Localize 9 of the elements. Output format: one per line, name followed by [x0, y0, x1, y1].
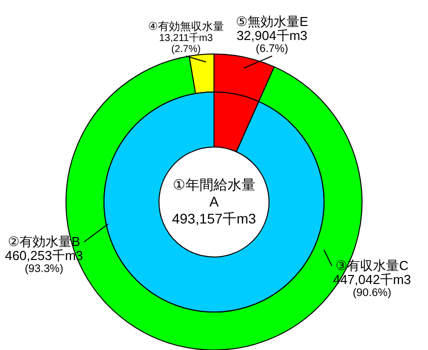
text: 493,157千m3 — [172, 210, 256, 226]
data-label: 13,211千m3 (2.7%) — [159, 32, 214, 55]
slice-label: ③有収水量C — [335, 258, 409, 273]
slice-label: ②有効水量B — [8, 234, 80, 249]
text: A — [209, 194, 220, 210]
text: ①年間給水量 — [172, 176, 256, 192]
data-label: 32,904千m3 (6.7%) — [236, 28, 308, 55]
slice-label: ④有効無収水量 — [148, 20, 224, 33]
slice-label: ⑤無効水量E — [236, 14, 308, 29]
